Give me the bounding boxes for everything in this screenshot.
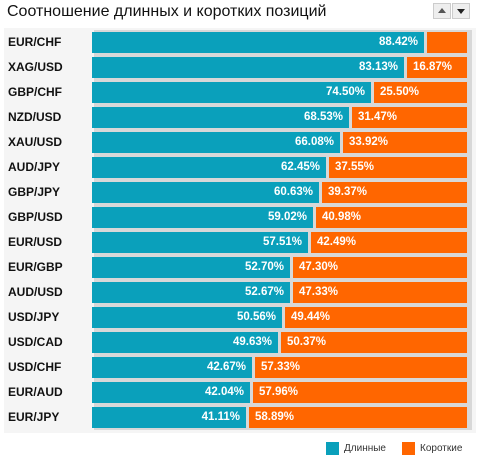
short-bar: 39.37% — [322, 182, 467, 203]
category-label: NZD/USD — [8, 110, 62, 124]
long-bar: 83.13% — [92, 57, 404, 78]
category-label: EUR/JPY — [8, 410, 60, 424]
long-bar: 41.11% — [92, 407, 246, 428]
bar-row: EUR/AUD 42.04% 57.96% — [0, 382, 481, 403]
long-bar: 59.02% — [92, 207, 313, 228]
legend-long: Длинные — [326, 442, 386, 455]
category-label: GBP/USD — [8, 210, 63, 224]
long-bar: 88.42% — [92, 32, 424, 53]
triangle-up-icon — [438, 8, 446, 13]
bar-row: GBP/CHF 74.50% 25.50% — [0, 82, 481, 103]
long-bar: 66.08% — [92, 132, 340, 153]
chart-title: Соотношение длинных и коротких позиций — [7, 3, 327, 20]
long-bar: 68.53% — [92, 107, 349, 128]
short-bar: 40.98% — [316, 207, 467, 228]
short-bar: 16.87% — [407, 57, 467, 78]
category-label: EUR/GBP — [8, 260, 63, 274]
category-label: AUD/USD — [8, 285, 63, 299]
short-bar: 42.49% — [311, 232, 467, 253]
category-label: EUR/USD — [8, 235, 63, 249]
bar-row: XAU/USD 66.08% 33.92% — [0, 132, 481, 153]
long-bar: 74.50% — [92, 82, 371, 103]
long-bar: 52.67% — [92, 282, 290, 303]
bar-row: USD/JPY 50.56% 49.44% — [0, 307, 481, 328]
legend-short-swatch — [402, 442, 415, 455]
category-label: USD/CAD — [8, 335, 63, 349]
legend-long-label: Длинные — [344, 443, 386, 454]
short-bar: 57.33% — [255, 357, 467, 378]
category-label: XAU/USD — [8, 135, 63, 149]
long-bar: 57.51% — [92, 232, 308, 253]
long-bar: 50.56% — [92, 307, 282, 328]
category-label: XAG/USD — [8, 60, 63, 74]
bar-row: EUR/USD 57.51% 42.49% — [0, 232, 481, 253]
short-bar: 58.89% — [249, 407, 467, 428]
category-label: USD/CHF — [8, 360, 62, 374]
category-label: GBP/JPY — [8, 185, 61, 199]
bar-row: AUD/USD 52.67% 47.33% — [0, 282, 481, 303]
triangle-down-icon — [457, 9, 465, 14]
long-bar: 42.04% — [92, 382, 250, 403]
category-label: USD/JPY — [8, 310, 60, 324]
move-up-button[interactable] — [433, 3, 451, 19]
category-label: AUD/JPY — [8, 160, 61, 174]
legend-short: Короткие — [402, 442, 462, 455]
category-label: GBP/CHF — [8, 85, 62, 99]
short-bar: 33.92% — [343, 132, 467, 153]
short-bar — [427, 32, 467, 53]
long-bar: 42.67% — [92, 357, 252, 378]
legend-long-swatch — [326, 442, 339, 455]
long-bar: 62.45% — [92, 157, 326, 178]
category-label: EUR/CHF — [8, 35, 62, 49]
bar-row: EUR/GBP 52.70% 47.30% — [0, 257, 481, 278]
short-bar: 25.50% — [374, 82, 467, 103]
bar-row: EUR/CHF 88.42% — [0, 32, 481, 53]
long-bar: 49.63% — [92, 332, 278, 353]
move-down-button[interactable] — [452, 3, 470, 19]
bar-row: XAG/USD 83.13% 16.87% — [0, 57, 481, 78]
bar-row: GBP/USD 59.02% 40.98% — [0, 207, 481, 228]
category-label: EUR/AUD — [8, 385, 63, 399]
short-bar: 31.47% — [352, 107, 467, 128]
bar-row: AUD/JPY 62.45% 37.55% — [0, 157, 481, 178]
long-bar: 52.70% — [92, 257, 290, 278]
short-bar: 57.96% — [253, 382, 467, 403]
short-bar: 47.33% — [293, 282, 467, 303]
short-bar: 37.55% — [329, 157, 467, 178]
bar-row: USD/CHF 42.67% 57.33% — [0, 357, 481, 378]
long-bar: 60.63% — [92, 182, 319, 203]
bar-row: NZD/USD 68.53% 31.47% — [0, 107, 481, 128]
bar-row: USD/CAD 49.63% 50.37% — [0, 332, 481, 353]
short-bar: 50.37% — [281, 332, 467, 353]
short-bar: 47.30% — [293, 257, 467, 278]
short-bar: 49.44% — [285, 307, 467, 328]
bar-row: GBP/JPY 60.63% 39.37% — [0, 182, 481, 203]
legend-short-label: Короткие — [420, 443, 463, 454]
bar-row: EUR/JPY 41.11% 58.89% — [0, 407, 481, 428]
